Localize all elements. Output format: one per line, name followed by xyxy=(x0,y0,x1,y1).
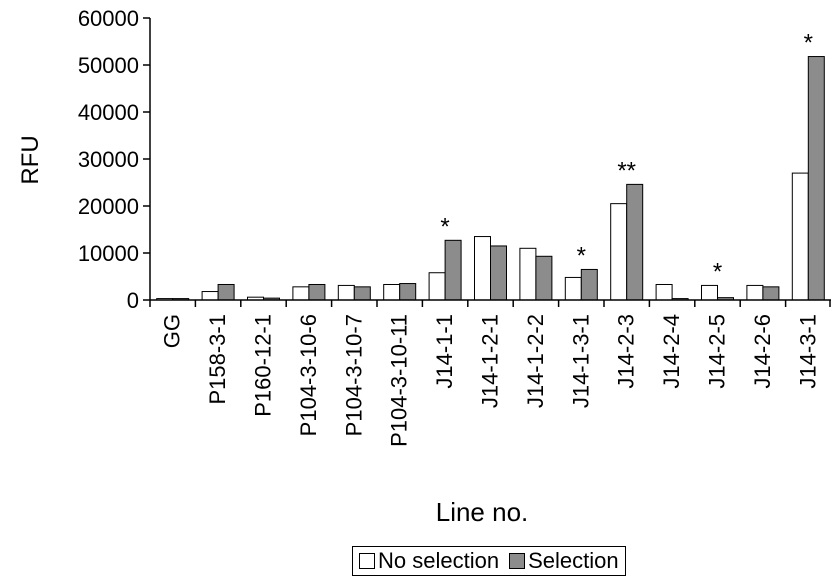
bar-no-selection xyxy=(474,236,491,301)
bars xyxy=(156,56,825,301)
x-tick-label: J14-1-3-1 xyxy=(568,314,593,408)
x-tick-label: GG xyxy=(160,314,185,348)
legend-label-no-selection: No selection xyxy=(378,548,500,573)
bar-no-selection xyxy=(337,284,355,301)
y-tick-label: 60000 xyxy=(78,6,139,31)
annotations: ****** xyxy=(440,30,813,286)
legend: No selection Selection xyxy=(352,546,626,576)
x-tick-label: P160-12-1 xyxy=(251,314,276,417)
x-tick-label: J14-1-1 xyxy=(432,314,457,389)
y-tick-label: 40000 xyxy=(78,100,139,125)
bar-no-selection xyxy=(519,247,537,301)
legend-item-no-selection: No selection xyxy=(359,548,499,574)
bar-selection xyxy=(217,283,235,301)
bar-no-selection xyxy=(610,203,628,301)
legend-swatch-no-selection xyxy=(359,553,375,569)
bar-selection xyxy=(807,56,825,301)
x-axis-title: Line no. xyxy=(436,497,529,527)
legend-label-selection: Selection xyxy=(528,548,619,573)
bar-no-selection xyxy=(201,291,219,301)
y-tick-label: 20000 xyxy=(78,194,139,219)
bar-selection xyxy=(399,283,417,301)
x-tick-label: J14-2-6 xyxy=(750,314,775,389)
x-axis: GG P158-3-1 P160-12-1 P104-3-10-6 P104-3-10-… xyxy=(149,299,831,447)
bar-selection xyxy=(490,245,507,301)
significance-marker: * xyxy=(577,242,586,269)
x-tick-label: J14-2-4 xyxy=(659,314,684,389)
bar-no-selection xyxy=(383,283,401,301)
bar-no-selection xyxy=(791,172,809,301)
significance-marker: * xyxy=(713,258,722,285)
x-tick-label: P104-3-10-11 xyxy=(387,314,412,447)
bar-no-selection xyxy=(701,284,718,301)
x-tick-label: J14-1-2-1 xyxy=(478,314,503,408)
bar-no-selection xyxy=(292,286,310,301)
bar-no-selection xyxy=(655,283,673,301)
bar-selection xyxy=(308,283,326,301)
y-tick-label: 10000 xyxy=(78,241,139,266)
x-tick-label: J14-1-2-2 xyxy=(523,314,548,408)
significance-marker: ** xyxy=(617,157,636,184)
bar-selection xyxy=(353,286,371,301)
x-tick-label: J14-2-5 xyxy=(705,314,730,389)
bar-selection xyxy=(580,268,598,301)
y-tick-label: 50000 xyxy=(78,53,139,78)
legend-swatch-selection xyxy=(509,553,526,569)
x-tick-label: P104-3-10-7 xyxy=(341,314,366,436)
y-tick-label: 0 xyxy=(127,288,139,313)
x-tick-label: J14-3-1 xyxy=(795,314,820,389)
x-tick-label: P158-3-1 xyxy=(205,314,230,405)
x-tick-label: J14-2-3 xyxy=(614,314,639,389)
bar-selection xyxy=(444,239,462,301)
y-axis: 0 10000 20000 30000 40000 50000 60000 xyxy=(78,6,151,313)
bar-selection xyxy=(535,255,553,301)
significance-marker: * xyxy=(804,30,813,57)
y-axis-title: RFU xyxy=(17,135,44,184)
y-tick-label: 30000 xyxy=(78,147,139,172)
significance-marker: * xyxy=(440,213,449,240)
bar-no-selection xyxy=(428,272,446,301)
bar-no-selection xyxy=(746,284,764,301)
x-tick-label: P104-3-10-6 xyxy=(296,314,321,436)
bar-selection xyxy=(626,183,644,301)
bar-no-selection xyxy=(564,276,582,301)
bar-selection xyxy=(762,286,780,301)
legend-item-selection: Selection xyxy=(509,548,619,574)
